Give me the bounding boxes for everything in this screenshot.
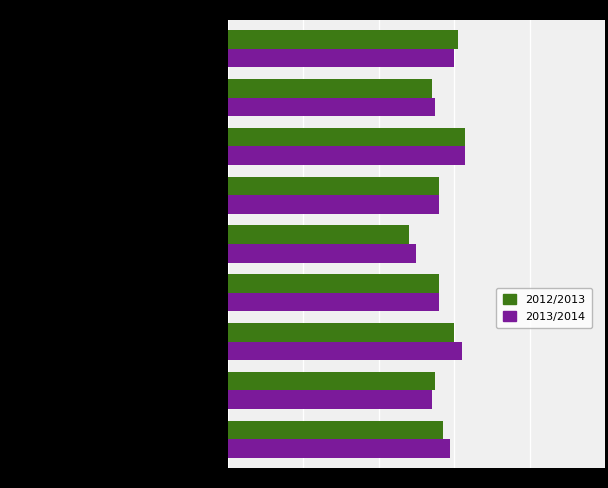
Bar	[228, 30, 458, 49]
Bar	[228, 49, 454, 67]
Bar	[228, 225, 409, 244]
Bar	[228, 439, 451, 458]
Bar	[228, 421, 443, 439]
Bar	[228, 342, 461, 360]
Bar	[228, 372, 435, 390]
Bar	[228, 146, 466, 165]
Bar	[228, 98, 435, 116]
Bar	[228, 79, 432, 98]
Bar	[228, 293, 439, 311]
Bar	[228, 177, 439, 195]
Legend: 2012/2013, 2013/2014: 2012/2013, 2013/2014	[496, 288, 592, 328]
Bar	[228, 323, 454, 342]
Bar	[228, 244, 416, 263]
Bar	[228, 195, 439, 214]
Bar	[228, 390, 432, 409]
Bar	[228, 274, 439, 293]
Bar	[228, 128, 466, 146]
